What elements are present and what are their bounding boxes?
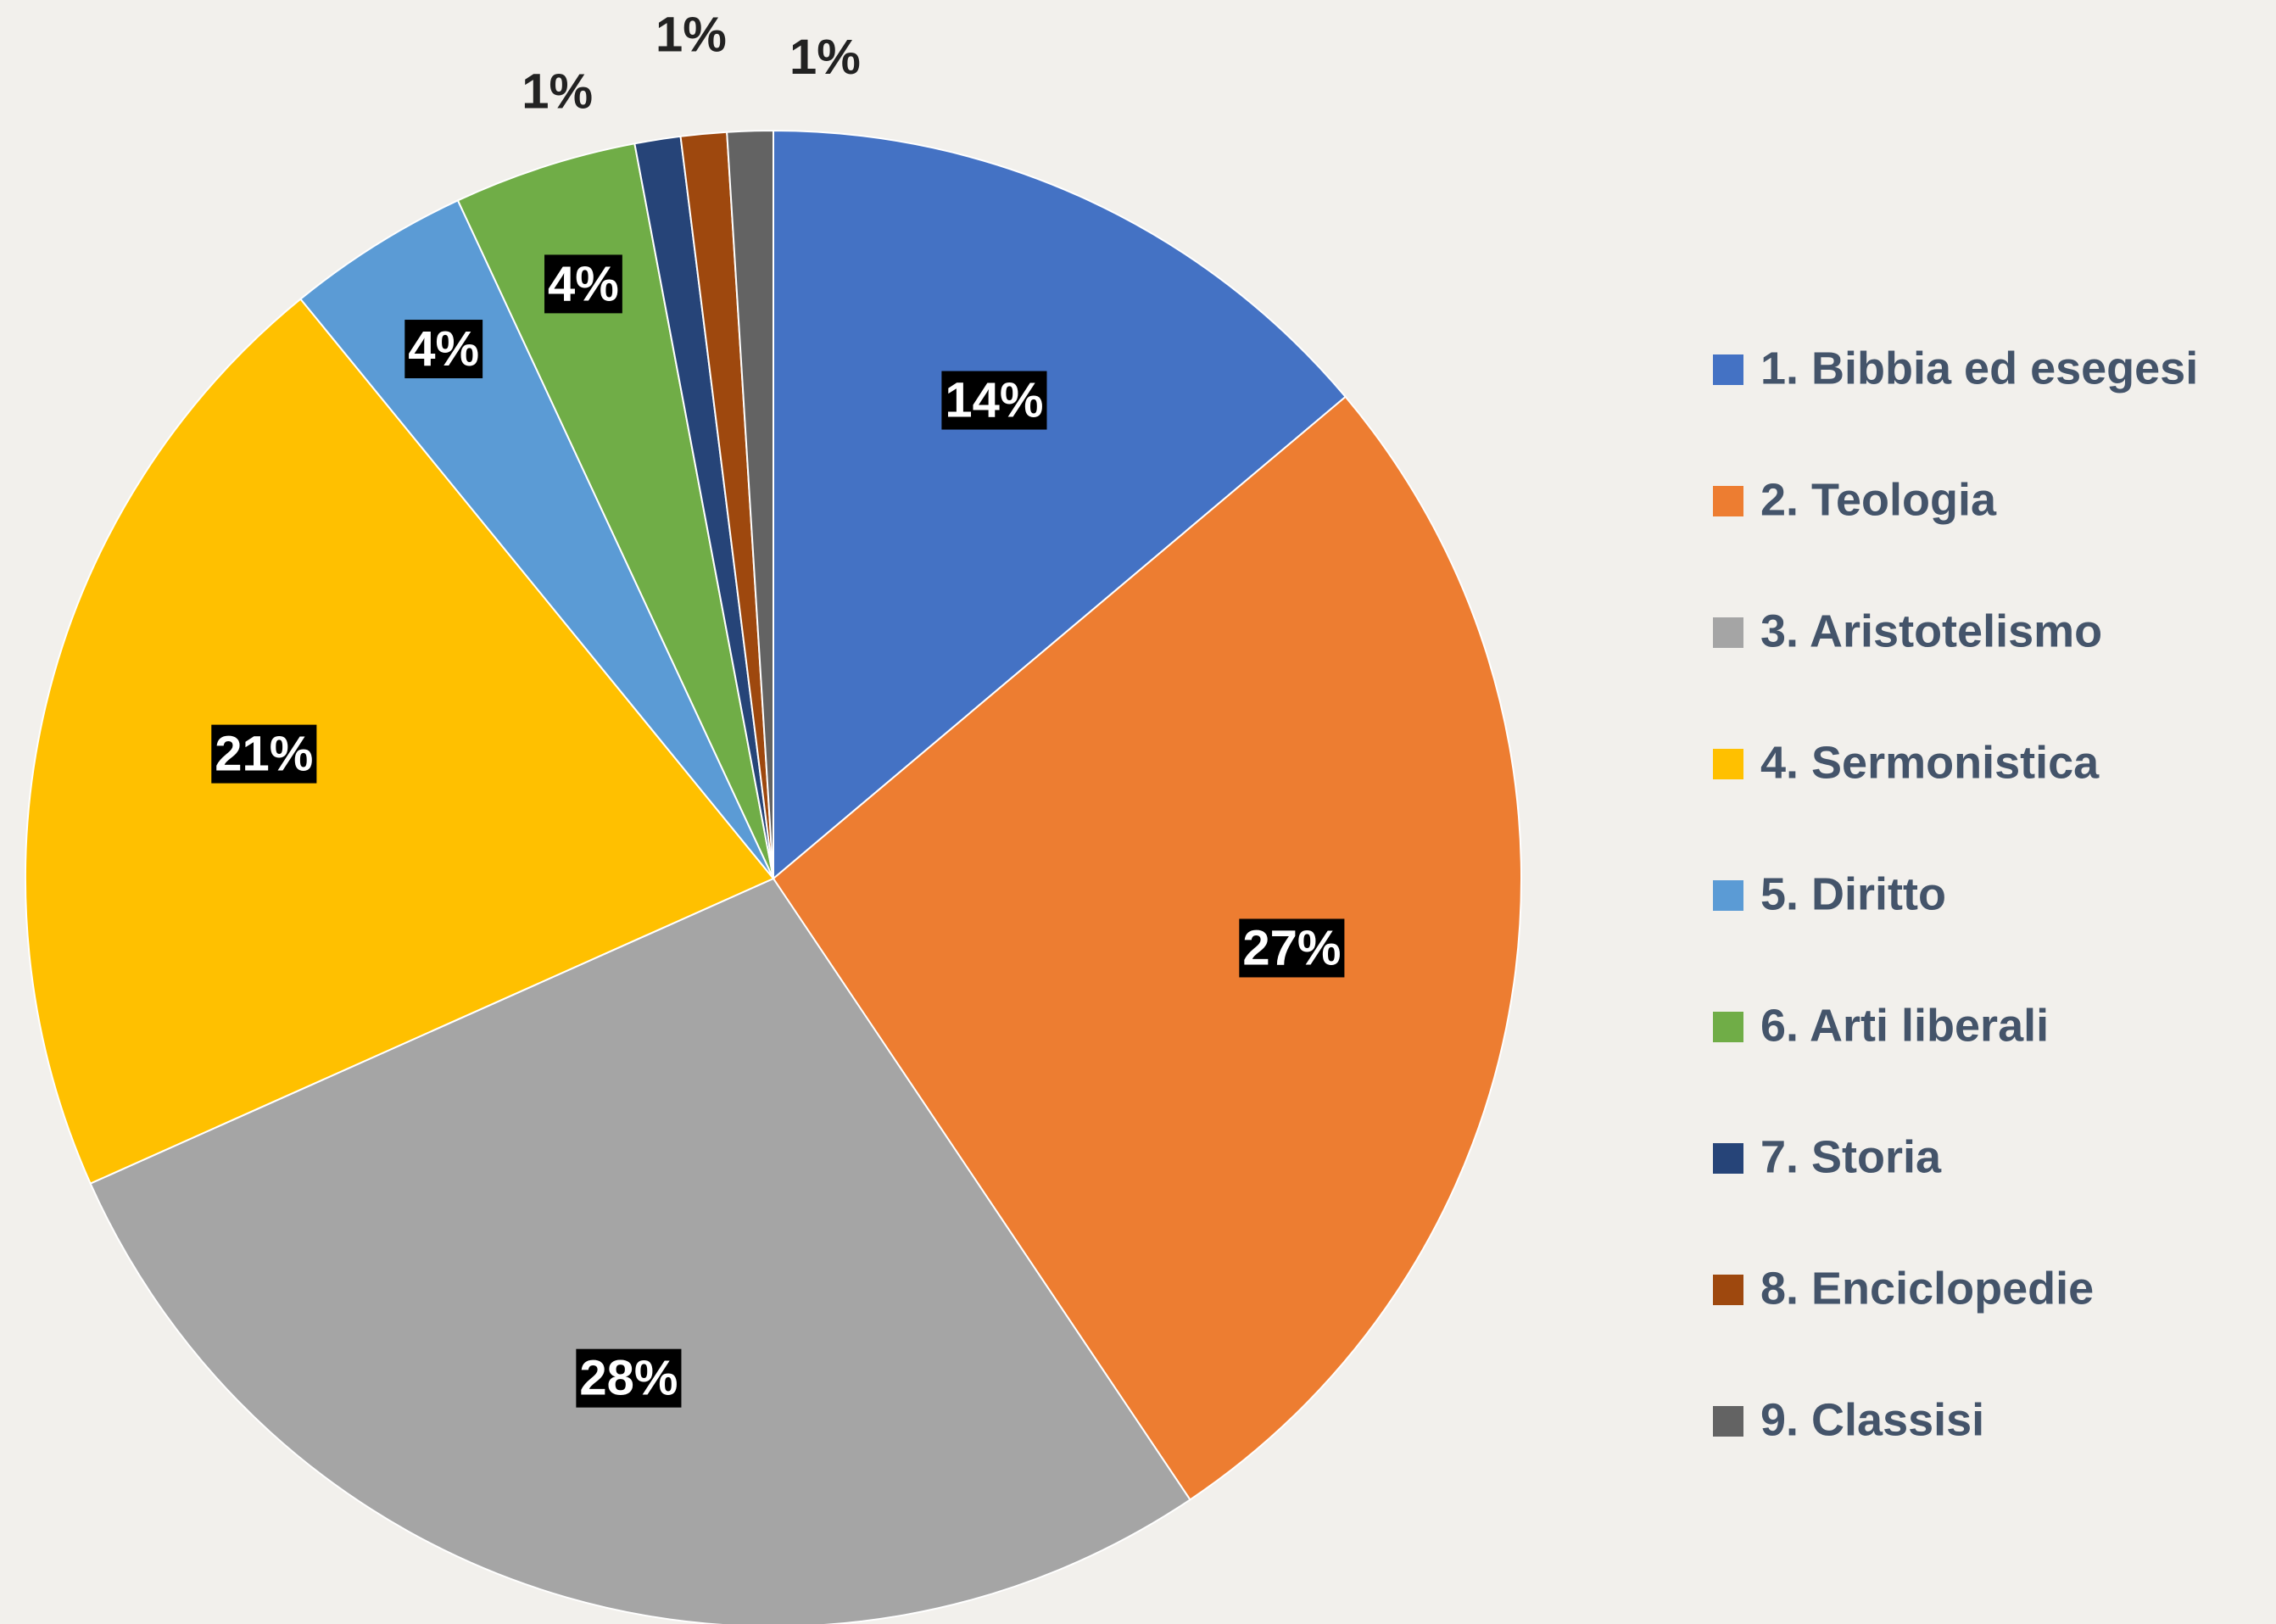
data-label: 1% bbox=[522, 64, 593, 120]
data-label: 28% bbox=[579, 1351, 678, 1406]
legend-swatch bbox=[1713, 749, 1743, 779]
legend-label: 5. Diritto bbox=[1760, 868, 1946, 919]
legend-label: 7. Storia bbox=[1760, 1131, 1942, 1182]
legend-swatch bbox=[1713, 486, 1743, 516]
data-label-box bbox=[941, 371, 1047, 430]
data-label-box bbox=[576, 1348, 682, 1408]
data-label-group: 4% bbox=[544, 254, 622, 314]
legend-label: 8. Enciclopedie bbox=[1760, 1263, 2094, 1314]
pie-slice bbox=[456, 142, 774, 879]
data-label-group: 4% bbox=[404, 320, 483, 379]
legend-label: 6. Arti liberali bbox=[1760, 1000, 2049, 1051]
data-label-group: 14% bbox=[941, 371, 1047, 430]
pie-slice bbox=[773, 129, 1347, 881]
data-label-group: 27% bbox=[1239, 918, 1345, 978]
data-label-box bbox=[404, 320, 483, 379]
data-label: 4% bbox=[408, 321, 479, 377]
legend-swatch bbox=[1713, 1275, 1743, 1305]
legend-swatch bbox=[1713, 617, 1743, 648]
pie-slice bbox=[25, 298, 775, 1185]
pie-slice bbox=[772, 395, 1522, 1501]
data-label: 1% bbox=[655, 7, 727, 62]
data-label-box bbox=[211, 724, 317, 784]
legend-swatch bbox=[1713, 1143, 1743, 1174]
legend-label: 3. Aristotelismo bbox=[1760, 606, 2102, 656]
pie-slice bbox=[726, 129, 774, 879]
legend-label: 1. Bibbia ed esegesi bbox=[1760, 343, 2198, 393]
legend-label: 4. Sermonistica bbox=[1760, 737, 2100, 788]
legend-swatch bbox=[1713, 880, 1743, 911]
legend-swatch bbox=[1713, 354, 1743, 385]
legend-label: 9. Classisi bbox=[1760, 1394, 1984, 1445]
data-label-box bbox=[544, 254, 622, 314]
data-label-group: 21% bbox=[211, 724, 317, 784]
pie-slice bbox=[89, 877, 1191, 1624]
data-label: 14% bbox=[945, 373, 1043, 428]
data-label: 4% bbox=[548, 256, 619, 311]
data-label-box bbox=[1239, 918, 1345, 978]
data-label: 27% bbox=[1242, 920, 1341, 975]
legend-label: 2. Teologia bbox=[1760, 474, 1997, 525]
data-label: 1% bbox=[789, 30, 861, 85]
data-label: 21% bbox=[215, 727, 313, 782]
legend-swatch bbox=[1713, 1406, 1743, 1437]
legend-swatch bbox=[1713, 1012, 1743, 1042]
data-label-group: 28% bbox=[576, 1348, 682, 1408]
